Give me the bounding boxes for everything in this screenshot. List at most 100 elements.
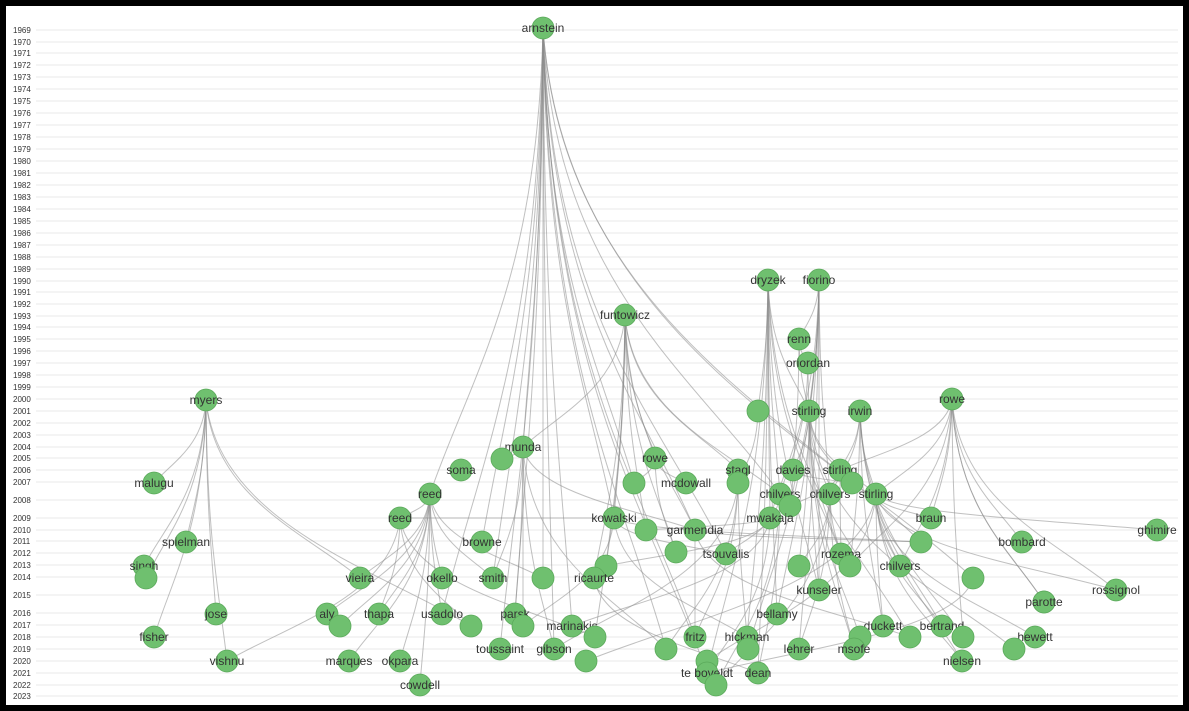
node-ghimire[interactable]: ghimire xyxy=(1137,519,1177,541)
node-u20[interactable] xyxy=(512,615,534,637)
node-fritz[interactable]: fritz xyxy=(684,626,706,648)
node-u23[interactable] xyxy=(655,638,677,660)
node-spielman[interactable]: spielman xyxy=(162,531,210,553)
node-u21[interactable] xyxy=(584,626,606,648)
node-circle[interactable] xyxy=(584,626,606,648)
node-toussaint[interactable]: toussaint xyxy=(476,638,525,660)
node-u1[interactable] xyxy=(747,400,769,422)
node-nielsen[interactable]: nielsen xyxy=(943,650,981,672)
year-label: 2022 xyxy=(13,681,31,690)
node-circle[interactable] xyxy=(623,472,645,494)
node-browne[interactable]: browne xyxy=(462,531,502,553)
node-circle[interactable] xyxy=(705,674,727,696)
node-rowe-a[interactable]: rowe xyxy=(939,388,965,410)
node-marques[interactable]: marques xyxy=(326,650,373,672)
node-label: okello xyxy=(426,571,458,585)
nodes-layer: arnsteinmyersfuntowiczdryzek fiorinorenno… xyxy=(130,17,1177,696)
node-u4[interactable] xyxy=(727,472,749,494)
node-rossignol[interactable]: rossignol xyxy=(1092,579,1140,601)
node-okello[interactable]: okello xyxy=(426,567,458,589)
node-circle[interactable] xyxy=(460,615,482,637)
node-circle[interactable] xyxy=(788,555,810,577)
node-fiorino[interactable]: fiorino xyxy=(803,269,836,291)
node-circle[interactable] xyxy=(532,567,554,589)
node-circle[interactable] xyxy=(952,626,974,648)
node-u2[interactable] xyxy=(491,448,513,470)
node-u8[interactable] xyxy=(665,541,687,563)
year-label: 1975 xyxy=(13,97,31,106)
node-tsouvalis[interactable]: tsouvalis xyxy=(703,543,750,565)
node-parotte[interactable]: parotte xyxy=(1025,591,1063,613)
node-gibson[interactable]: gibson xyxy=(536,638,571,660)
node-u9[interactable] xyxy=(910,531,932,553)
node-u12[interactable] xyxy=(839,555,861,577)
node-davies[interactable]: davies xyxy=(776,459,811,481)
node-arnstein[interactable]: arnstein xyxy=(522,17,565,39)
node-u24[interactable] xyxy=(737,638,759,660)
node-u7[interactable] xyxy=(635,519,657,541)
edge-myers-vieira xyxy=(206,400,360,578)
node-label: soma xyxy=(446,463,476,477)
node-u6[interactable] xyxy=(841,472,863,494)
node-circle[interactable] xyxy=(737,638,759,660)
node-circle[interactable] xyxy=(747,400,769,422)
node-circle[interactable] xyxy=(841,472,863,494)
node-reed-a[interactable]: reed xyxy=(418,483,442,505)
node-circle[interactable] xyxy=(655,638,677,660)
node-circle[interactable] xyxy=(491,448,513,470)
node-ricaurte[interactable]: ricaurte xyxy=(574,567,614,589)
node-circle[interactable] xyxy=(1003,638,1025,660)
node-u17[interactable] xyxy=(329,615,351,637)
node-myers[interactable]: myers xyxy=(190,389,223,411)
node-u22[interactable] xyxy=(899,626,921,648)
node-funtowicz[interactable]: funtowicz xyxy=(600,304,650,326)
node-dryzek[interactable]: dryzek xyxy=(750,269,786,291)
node-u15[interactable] xyxy=(962,567,984,589)
node-circle[interactable] xyxy=(135,567,157,589)
node-circle[interactable] xyxy=(512,615,534,637)
node-circle[interactable] xyxy=(575,650,597,672)
node-usadolo[interactable]: usadolo xyxy=(421,603,463,625)
node-vieira[interactable]: vieira xyxy=(346,567,375,589)
node-u3[interactable] xyxy=(623,472,645,494)
node-garmendia[interactable]: garmendia xyxy=(667,519,724,541)
node-circle[interactable] xyxy=(635,519,657,541)
node-reed-b[interactable]: reed xyxy=(388,507,412,529)
node-malugu[interactable]: malugu xyxy=(134,472,173,494)
node-cowdell[interactable]: cowdell xyxy=(400,674,440,696)
node-circle[interactable] xyxy=(962,567,984,589)
node-renn[interactable]: renn xyxy=(787,328,811,350)
node-u10[interactable] xyxy=(788,555,810,577)
node-msofe[interactable]: msofe xyxy=(838,638,871,660)
node-fisher[interactable]: fisher xyxy=(139,626,168,648)
node-vishnu[interactable]: vishnu xyxy=(210,650,245,672)
node-circle[interactable] xyxy=(839,555,861,577)
node-irwin[interactable]: irwin xyxy=(848,400,873,422)
node-bellamy[interactable]: bellamy xyxy=(756,603,797,625)
node-okpara[interactable]: okpara xyxy=(382,650,419,672)
node-circle[interactable] xyxy=(329,615,351,637)
node-oriordan[interactable]: oriordan xyxy=(786,352,830,374)
node-kowalski[interactable]: kowalski xyxy=(591,507,636,529)
node-u25[interactable] xyxy=(952,626,974,648)
node-smith[interactable]: smith xyxy=(479,567,508,589)
node-jose[interactable]: jose xyxy=(204,603,227,625)
node-u26[interactable] xyxy=(1003,638,1025,660)
node-u11[interactable] xyxy=(135,567,157,589)
node-mcdowall[interactable]: mcdowall xyxy=(661,472,711,494)
node-circle[interactable] xyxy=(899,626,921,648)
node-lehrer[interactable]: lehrer xyxy=(784,638,815,660)
node-mwakaja[interactable]: mwakaja xyxy=(746,507,794,529)
node-chilvers-c[interactable]: chilvers xyxy=(880,555,921,577)
node-circle[interactable] xyxy=(910,531,932,553)
node-circle[interactable] xyxy=(665,541,687,563)
node-circle[interactable] xyxy=(727,472,749,494)
year-axis: 1969197019711972197319741975197619771978… xyxy=(13,26,31,701)
node-thapa[interactable]: thapa xyxy=(364,603,394,625)
node-u18[interactable] xyxy=(460,615,482,637)
node-dean[interactable]: dean xyxy=(745,662,772,684)
node-u29[interactable] xyxy=(705,674,727,696)
node-u14[interactable] xyxy=(532,567,554,589)
node-u28[interactable] xyxy=(575,650,597,672)
node-soma[interactable]: soma xyxy=(446,459,476,481)
